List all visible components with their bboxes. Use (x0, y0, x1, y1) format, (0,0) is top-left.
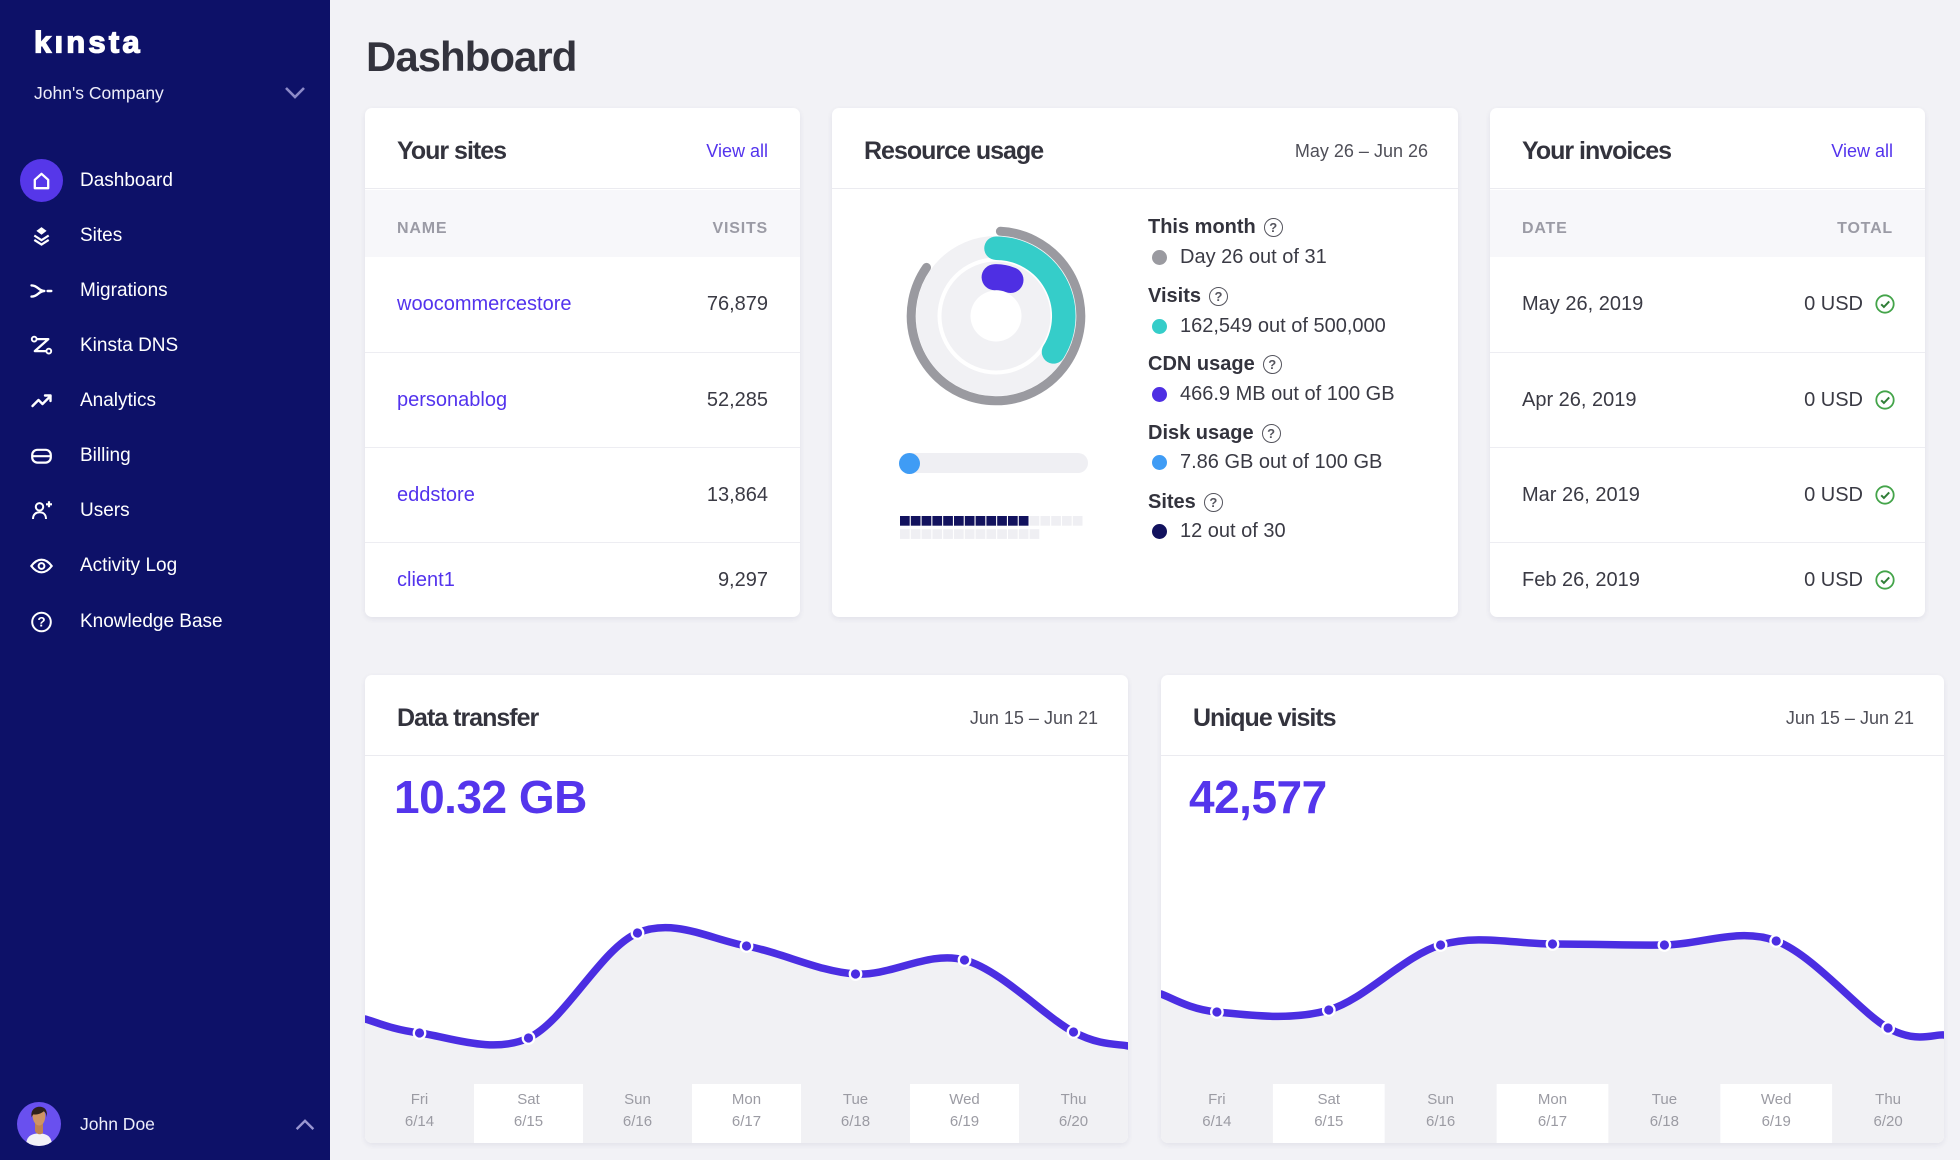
svg-text:6/14: 6/14 (1202, 1113, 1231, 1130)
svg-text:Fri: Fri (411, 1091, 429, 1108)
svg-text:Sat: Sat (517, 1091, 540, 1108)
svg-text:6/17: 6/17 (1538, 1113, 1567, 1130)
svg-text:Fri: Fri (1208, 1091, 1226, 1108)
svg-text:Mon: Mon (732, 1091, 761, 1108)
svg-text:Thu: Thu (1875, 1091, 1901, 1108)
svg-text:Tue: Tue (843, 1091, 868, 1108)
svg-text:6/16: 6/16 (1426, 1113, 1455, 1130)
svg-text:6/16: 6/16 (623, 1113, 652, 1130)
svg-text:6/20: 6/20 (1059, 1113, 1088, 1130)
svg-text:Wed: Wed (949, 1091, 980, 1108)
svg-text:Mon: Mon (1538, 1091, 1567, 1108)
svg-text:kınsta: kınsta (34, 30, 143, 58)
svg-text:6/18: 6/18 (841, 1113, 870, 1130)
svg-text:Sun: Sun (1427, 1091, 1454, 1108)
svg-text:?: ? (37, 614, 45, 629)
svg-text:6/18: 6/18 (1650, 1113, 1679, 1130)
svg-text:Sat: Sat (1318, 1091, 1341, 1108)
svg-text:6/20: 6/20 (1873, 1113, 1902, 1130)
svg-text:Tue: Tue (1652, 1091, 1677, 1108)
svg-text:Thu: Thu (1061, 1091, 1087, 1108)
svg-text:Wed: Wed (1761, 1091, 1792, 1108)
svg-text:6/15: 6/15 (1314, 1113, 1343, 1130)
svg-text:6/15: 6/15 (514, 1113, 543, 1130)
svg-text:Sun: Sun (624, 1091, 651, 1108)
svg-text:6/17: 6/17 (732, 1113, 761, 1130)
svg-text:6/19: 6/19 (950, 1113, 979, 1130)
svg-text:6/14: 6/14 (405, 1113, 434, 1130)
svg-text:6/19: 6/19 (1762, 1113, 1791, 1130)
